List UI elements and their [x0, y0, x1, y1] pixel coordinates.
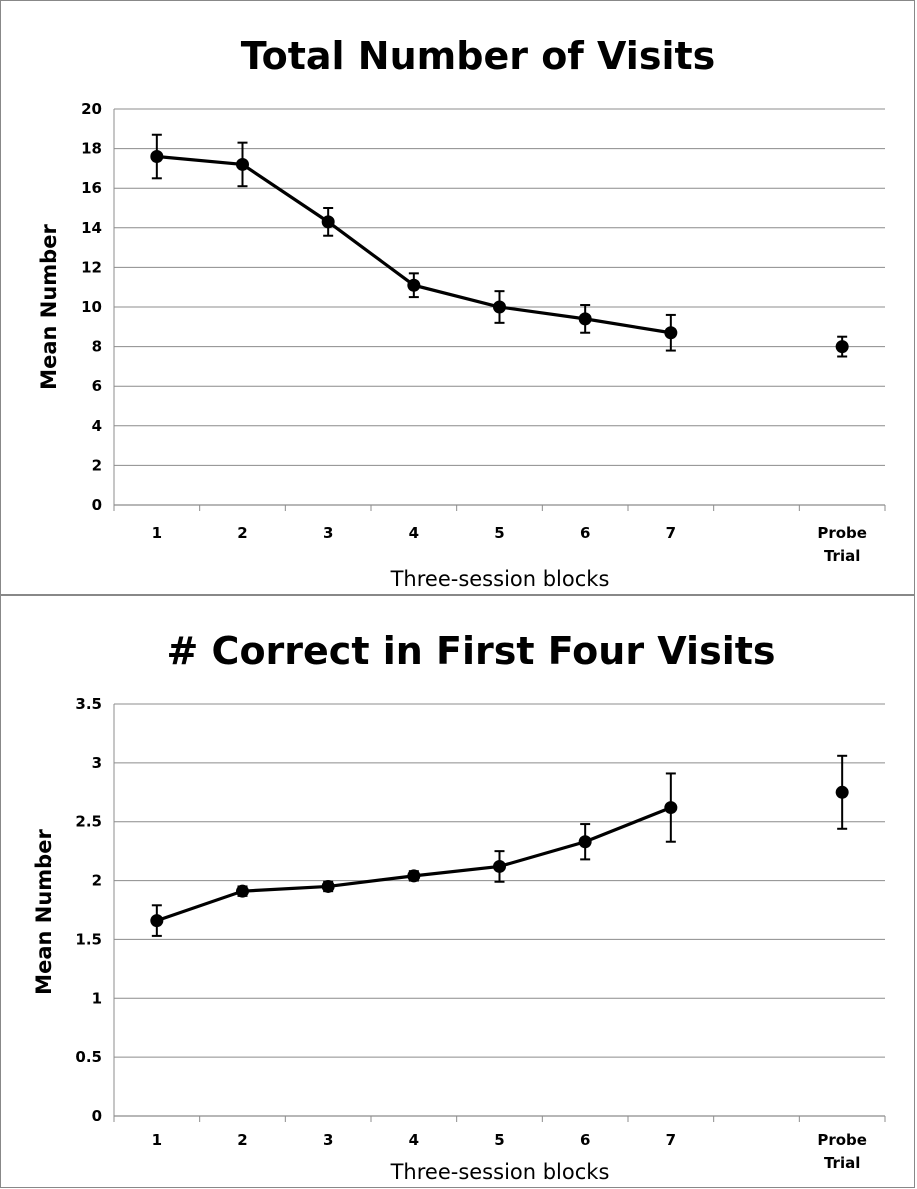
x-tick-label: 1: [152, 524, 162, 542]
x-tick-label: Probe Trial: [817, 524, 867, 565]
data-point: [407, 869, 421, 883]
y-tick-label: 1.5: [75, 930, 102, 948]
y-tick-label: 0: [92, 496, 102, 514]
y-tick-label: 4: [92, 417, 102, 435]
chart-panel-correct: # Correct in First Four Visits 0 0.5 1 1.5 2…: [0, 595, 915, 1188]
chart-title: # Correct in First Four Visits: [166, 629, 775, 673]
x-axis-label: Three-session blocks: [390, 1160, 610, 1184]
x-tick-label: 2: [237, 524, 247, 542]
x-tick-label: 7: [666, 1131, 676, 1149]
y-axis-label: Mean Number: [32, 829, 56, 995]
series-line: [156, 806, 672, 923]
data-point: [236, 157, 249, 171]
y-tick-label: 2: [92, 456, 102, 474]
y-tick-label: 3: [92, 754, 102, 772]
x-tick-label: 5: [494, 1131, 504, 1149]
data-point: [321, 215, 335, 229]
y-tick-label: 1: [92, 989, 102, 1007]
series-line: [156, 154, 672, 335]
data-point: [493, 300, 506, 314]
x-tick-label: Probe Trial: [817, 1131, 867, 1172]
chart-visits: Total Number of Visits 02468101214161820…: [37, 34, 886, 591]
data-point: [578, 835, 592, 849]
y-tick-label: 2: [92, 872, 102, 890]
y-tick-label: 0.5: [75, 1048, 102, 1066]
x-tick-label: 2: [237, 1131, 247, 1149]
x-axis-label: Three-session blocks: [390, 567, 610, 591]
chart-title: Total Number of Visits: [241, 34, 716, 78]
data-point: [664, 801, 678, 815]
data-point: [236, 884, 249, 898]
chart-panel-visits: Total Number of Visits 0 2 4 6 8 10 12 14 16 18 20…: [0, 0, 915, 595]
x-tick-label: 5: [494, 524, 504, 542]
x-tick-label: 3: [323, 524, 333, 542]
y-axis-label: Mean Number: [37, 224, 61, 390]
y-tick-label: 10: [81, 298, 102, 316]
data-point: [578, 312, 592, 326]
grid-and-ticks: 0 0.5 1 1.5 2 2.5 3 3.5 1 2 3 4 5 6 7 Probe Trial: [75, 695, 886, 1172]
y-tick-label: 14: [81, 219, 102, 237]
data-point: [150, 150, 164, 164]
y-tick-label: 16: [81, 179, 102, 197]
data-point: [150, 914, 164, 928]
data-point: [664, 326, 678, 340]
x-tick-label: 3: [323, 1131, 333, 1149]
x-tick-label: 1: [152, 1131, 162, 1149]
x-tick-label: 6: [580, 524, 590, 542]
data-series: [150, 133, 849, 358]
chart-correct: # Correct in First Four Visits 0 0.5 1 1.5 2…: [32, 629, 886, 1184]
y-tick-label: 2.5: [75, 813, 102, 831]
y-tick-label: 6: [92, 377, 102, 395]
data-point: [835, 340, 849, 354]
x-tick-label: 4: [409, 524, 419, 542]
x-tick-label: 7: [666, 524, 676, 542]
x-tick-label: 4: [409, 1131, 419, 1149]
y-tick-label: 0: [92, 1107, 102, 1125]
y-tick-label: 8: [92, 338, 102, 356]
y-tick-label: 20: [81, 100, 102, 118]
data-point: [835, 785, 849, 799]
data-series: [150, 754, 849, 937]
data-point: [407, 278, 421, 292]
y-tick-label: 18: [81, 140, 102, 158]
data-point: [493, 859, 506, 873]
y-tick-label: 12: [81, 258, 102, 276]
data-point: [321, 879, 335, 893]
x-tick-label: 6: [580, 1131, 590, 1149]
y-tick-label: 3.5: [75, 695, 102, 713]
